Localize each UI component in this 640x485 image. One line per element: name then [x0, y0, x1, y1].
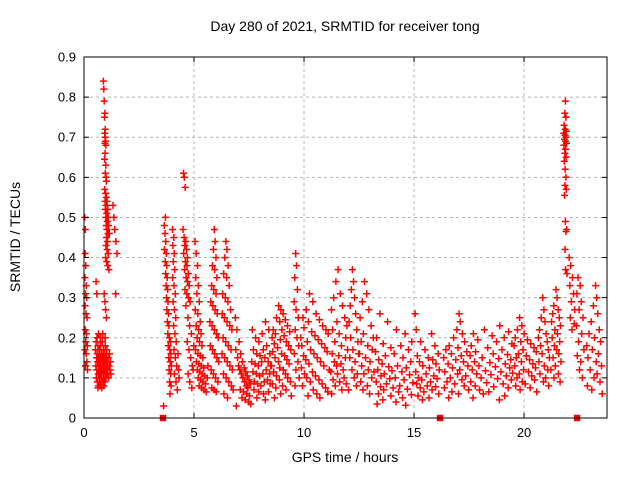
- tick-marks-path: [83, 56, 607, 419]
- chart-title: Day 280 of 2021, SRMTID for receiver ton…: [210, 18, 479, 34]
- x-tick-label: 15: [407, 425, 421, 440]
- y-tick-label: 0: [69, 411, 76, 426]
- x-tick-label: 20: [517, 425, 531, 440]
- y-tick-label: 0.5: [58, 210, 76, 225]
- y-tick-label: 0.3: [58, 290, 76, 305]
- y-axis-label: SRMTID / TECUs: [7, 182, 23, 292]
- y-tick-label: 0.1: [58, 370, 76, 385]
- x-axis-label: GPS time / hours: [292, 449, 399, 465]
- y-tick-label: 0.2: [58, 330, 76, 345]
- grid-lines: [84, 56, 607, 418]
- axis-ticks: [83, 56, 607, 419]
- y-tick-label: 0.8: [58, 90, 76, 105]
- grid-path: [84, 56, 607, 418]
- y-tick-label: 0.4: [58, 250, 76, 265]
- y-tick-label: 0.7: [58, 130, 76, 145]
- x-tick-label: 0: [80, 425, 87, 440]
- y-tick-label: 0.9: [58, 50, 76, 65]
- plot-border: [83, 56, 608, 419]
- y-tick-label: 0.6: [58, 170, 76, 185]
- x-tick-label: 5: [190, 425, 197, 440]
- x-tick-label: 10: [297, 425, 311, 440]
- tick-labels: 0 5 10 15 20 0 0.1 0.2 0.3 0.4 0.5 0.6 0.7 0.8 0.9: [58, 50, 531, 441]
